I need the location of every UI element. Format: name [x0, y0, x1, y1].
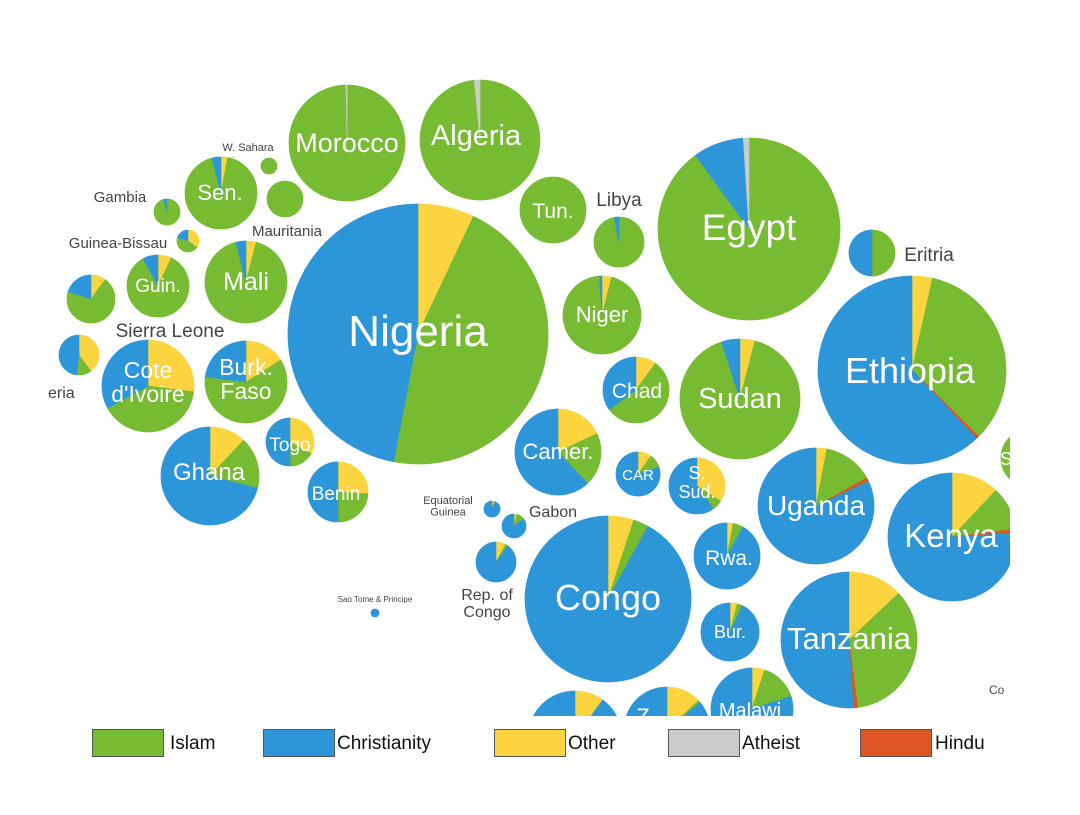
slice-bubble-12-christianity — [58, 334, 79, 376]
country-bubble-sao-tome-principe — [370, 608, 380, 618]
slice-eritria-christianity — [848, 229, 872, 277]
country-bubble-bubble-10 — [66, 274, 116, 324]
country-label-guin: Guin. — [135, 276, 180, 297]
country-label-chad: Chad — [612, 380, 662, 403]
country-label-w-sahara: W. Sahara — [222, 142, 274, 154]
country-label-s: S — [1000, 449, 1012, 469]
legend-swatch-islam — [92, 729, 164, 757]
country-bubble-eritria — [848, 229, 896, 277]
country-label-ghana: Ghana — [173, 459, 246, 486]
country-bubble-libya — [593, 216, 645, 268]
country-label-benin: Benin — [312, 484, 361, 505]
country-label-camer: Camer. — [523, 439, 594, 464]
country-label-rwa: Rwa. — [705, 547, 753, 570]
country-bubble-gabon — [501, 513, 527, 539]
legend-label-christianity: Christianity — [337, 733, 431, 755]
country-label-morocco: Morocco — [295, 128, 399, 158]
country-label-eritria: Eritria — [904, 245, 954, 266]
country-label-sen: Sen. — [197, 180, 242, 205]
legend-swatch-other — [494, 729, 566, 757]
country-label-uganda: Uganda — [767, 490, 866, 521]
country-label-gambia: Gambia — [94, 189, 147, 206]
country-bubble-mauritania — [266, 180, 304, 218]
country-bubble-equatorial-guinea — [483, 500, 501, 518]
country-bubble-gambia — [153, 198, 181, 226]
slice-eritria-islam — [872, 229, 896, 277]
country-label-togo: Togo — [269, 435, 310, 456]
legend-swatch-christianity — [263, 729, 335, 757]
legend-label-other: Other — [568, 733, 616, 755]
country-label-mali: Mali — [223, 268, 269, 296]
country-label-nigeria: Nigeria — [348, 307, 488, 356]
legend-label-islam: Islam — [170, 733, 215, 755]
country-label-libya: Libya — [596, 190, 642, 211]
country-label-mauritania: Mauritania — [252, 223, 323, 240]
country-label-tanzania: Tanzania — [787, 621, 912, 656]
country-label-gabon: Gabon — [529, 504, 577, 521]
country-label-eria: eria — [48, 385, 75, 402]
country-label-algeria: Algeria — [431, 120, 522, 152]
legend-swatch-atheist — [668, 729, 740, 757]
country-label-car: CAR — [622, 467, 654, 484]
legend-label-atheist: Atheist — [742, 733, 800, 755]
country-label-burk-faso: Burk.Faso — [219, 354, 273, 404]
country-label-kenya: Kenya — [904, 517, 998, 554]
country-label-egypt: Egypt — [702, 207, 797, 248]
country-label-sierra-leone: Sierra Leone — [116, 321, 225, 342]
slice-s-other — [1030, 428, 1032, 458]
country-bubble-guinea-bissau — [176, 229, 200, 253]
country-label-sao-tome-principe: Sao Tome & Principe — [338, 595, 413, 604]
country-label-bur: Bur. — [714, 622, 746, 642]
country-label-niger: Niger — [576, 302, 629, 327]
country-label-congo: Congo — [555, 577, 661, 618]
country-label-ethiopia: Ethiopia — [845, 350, 976, 391]
country-label-z: Z — [636, 704, 649, 729]
legend-swatch-hindu — [860, 729, 932, 757]
country-bubble-rep-of-congo — [475, 541, 517, 583]
country-label-sudan: Sudan — [698, 383, 782, 415]
country-bubble-bubble-12 — [58, 334, 100, 376]
country-label-guinea-bissau: Guinea-Bissau — [69, 235, 167, 252]
legend-label-hindu: Hindu — [935, 733, 985, 755]
country-bubble-bubble-3 — [260, 157, 278, 175]
country-label-co: Co — [989, 683, 1005, 697]
country-label-malawi: Malawi — [719, 700, 781, 722]
country-label-tun: Tun. — [532, 200, 573, 223]
